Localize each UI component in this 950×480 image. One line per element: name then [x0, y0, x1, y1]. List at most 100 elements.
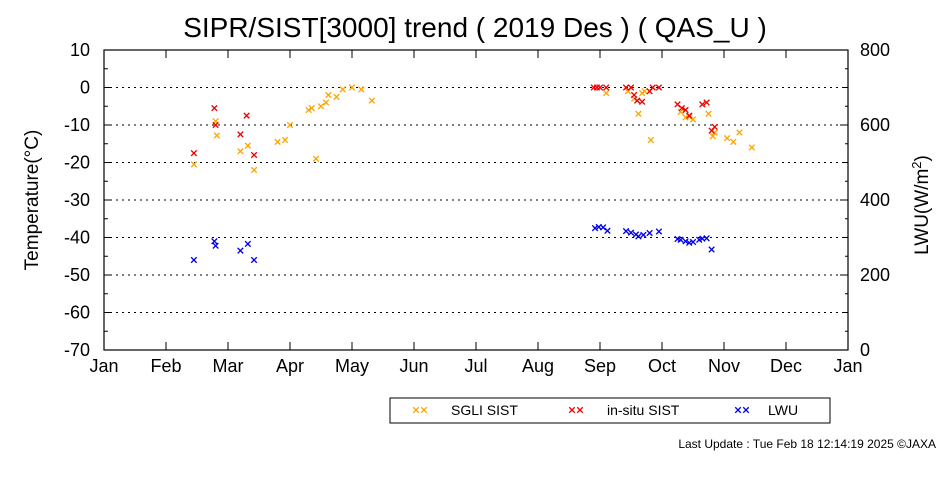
- y-tick-label: 10: [70, 40, 90, 60]
- lwu-point: [190, 256, 198, 264]
- legend-markers: [412, 406, 750, 414]
- y-tick-label: -10: [64, 115, 90, 135]
- sgli-sist-point: [286, 121, 294, 129]
- y-tick-labels: 10 0 -10 -20 -30 -40 -50 -60 -70: [64, 40, 90, 360]
- sgli-sist-point: [368, 97, 376, 104]
- sgli-sist-point: [281, 136, 289, 144]
- x-tick-label: Apr: [276, 356, 304, 376]
- sgli-sist-point: [711, 129, 718, 136]
- legend-label-sgli-sist: SGLI SIST: [451, 402, 518, 418]
- legend-label-lwu: LWU: [768, 402, 798, 418]
- y2-axis-label: LWU(W/m2): [909, 155, 933, 255]
- lwu-point: [695, 236, 703, 243]
- in-situ-sist-point: [237, 131, 244, 138]
- in-situ-sist-point: [633, 97, 641, 104]
- lwu-point: [211, 238, 218, 245]
- y2-tick-label: 0: [860, 340, 870, 360]
- y2-tick-label: 200: [860, 265, 890, 285]
- lwu-point: [212, 242, 219, 249]
- x-tick-label: May: [335, 356, 369, 376]
- sgli-sist-point: [358, 86, 365, 93]
- lwu-point: [599, 224, 607, 231]
- sgli-sist-point: [641, 88, 648, 95]
- sgli-sist-point: [339, 86, 346, 93]
- sgli-sist-point: [602, 89, 610, 97]
- sgli-sist-point: [705, 110, 712, 117]
- legend-marker-lwu: [742, 406, 750, 414]
- x-tick-label: Dec: [770, 356, 802, 376]
- lwu-point: [627, 229, 635, 236]
- lwu-point: [655, 228, 663, 235]
- sgli-sist-point: [686, 113, 693, 120]
- sgli-sist-point: [308, 104, 315, 112]
- in-situ-sist-point: [678, 104, 686, 112]
- legend-box: [389, 397, 831, 424]
- sgli-sist-point: [250, 166, 258, 174]
- lwu-point: [646, 229, 653, 237]
- legend-marker-sgli-sist: [412, 406, 420, 414]
- sgli-sist-point: [213, 132, 221, 139]
- x-tick-label: Jul: [464, 356, 487, 376]
- lwu-point: [237, 247, 244, 254]
- in-situ-sist-point: [243, 112, 250, 119]
- sgli-sist-point: [190, 161, 198, 168]
- sgli-sist-point: [647, 136, 655, 144]
- sgli-sist-point: [274, 138, 281, 146]
- in-situ-sist-point: [622, 84, 630, 91]
- y-tick-label: -20: [64, 153, 90, 173]
- legend-marker-in-situ-sist: [568, 406, 576, 414]
- sgli-sist-point: [635, 110, 642, 117]
- x-tick-label: Oct: [648, 356, 676, 376]
- x-tick-labels: Jan Feb Mar Apr May Jun Jul Aug Sep Oct Nov Dec Jan: [89, 356, 862, 376]
- x-tick-label: Jun: [399, 356, 428, 376]
- gridlines: [104, 87, 848, 313]
- in-situ-sist-point: [699, 101, 706, 108]
- y-tick-label: 0: [80, 78, 90, 98]
- y2-tick-labels: 800 600 400 200 0: [860, 40, 890, 360]
- in-situ-sist-point: [211, 104, 218, 112]
- legend-marker-lwu: [734, 406, 742, 414]
- in-situ-sist-point: [711, 123, 718, 131]
- sgli-sist-point: [312, 155, 320, 162]
- in-situ-sist-point: [703, 99, 710, 106]
- y2-axis-label-main: LWU(W/m: [912, 169, 933, 255]
- sgli-sist-point: [333, 93, 340, 101]
- in-situ-sist-point: [190, 149, 198, 157]
- y-axis-label: Temperature(°C): [22, 130, 43, 271]
- y2-tick-label: 600: [860, 115, 890, 135]
- x-tick-label: Mar: [213, 356, 244, 376]
- lwu-point: [677, 236, 684, 243]
- y2-axis-label-superscript: 2: [909, 161, 924, 168]
- legend-marker-sgli-sist: [420, 406, 428, 414]
- sgli-sist-point: [730, 138, 737, 146]
- sgli-sist-point: [244, 142, 252, 149]
- x-tick-label: Nov: [708, 356, 740, 376]
- lwu-point: [708, 246, 715, 253]
- lwu-point: [635, 233, 642, 240]
- y-tick-label: -60: [64, 303, 90, 323]
- sgli-sist-point: [723, 134, 731, 142]
- x-tick-label: Feb: [150, 356, 181, 376]
- x-tick-label: Aug: [522, 356, 554, 376]
- x-tick-label: Sep: [584, 356, 616, 376]
- lwu-point: [604, 227, 611, 234]
- sgli-sist-point: [325, 91, 332, 99]
- y2-tick-label: 400: [860, 190, 890, 210]
- in-situ-sist-point: [686, 112, 693, 119]
- last-update-text: Last Update : Tue Feb 18 12:14:19 2025 ©…: [678, 437, 936, 451]
- in-situ-sist-point: [649, 84, 656, 91]
- in-situ-sist-point: [602, 84, 610, 91]
- in-situ-sist-point: [212, 121, 219, 129]
- sgli-sist-point: [317, 103, 325, 110]
- y-tick-label: -40: [64, 228, 90, 248]
- in-situ-sist-point: [627, 84, 635, 91]
- axis-ticks: [103, 49, 849, 351]
- in-situ-sist-point: [638, 98, 646, 105]
- y2-tick-label: 800: [860, 40, 890, 60]
- in-situ-sist-point: [630, 91, 638, 99]
- data-marks: [190, 84, 756, 264]
- lwu-point: [689, 238, 697, 246]
- sgli-sist-point: [748, 144, 756, 151]
- legend: SGLI SIST in-situ SIST LWU: [389, 397, 831, 424]
